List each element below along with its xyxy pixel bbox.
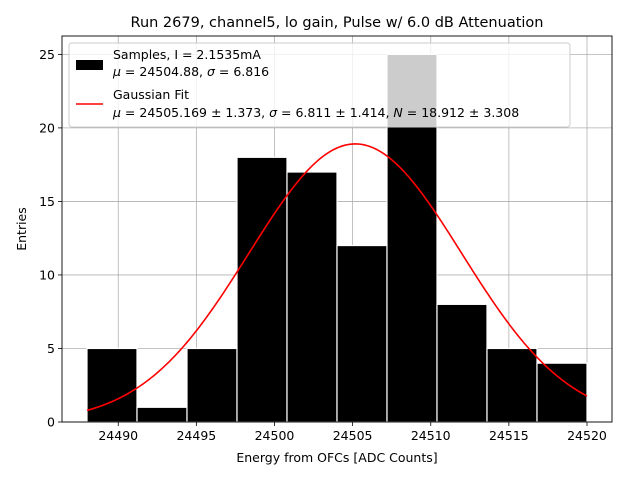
legend-samples-mu-value: = 24504.88, bbox=[121, 64, 207, 79]
y-tick-label: 20 bbox=[39, 120, 55, 135]
y-tick-label: 5 bbox=[47, 341, 55, 356]
histogram-bar bbox=[486, 347, 538, 423]
legend-box bbox=[68, 42, 571, 128]
plot-frame bbox=[61, 35, 613, 423]
y-axis-ticks: 0 5 10 15 20 25 bbox=[39, 47, 62, 430]
legend-samples-line1: Samples, I = 2.1535mA bbox=[113, 47, 261, 62]
legend-samples-line2: μ = 24504.88, σ = 6.816 bbox=[112, 64, 269, 79]
x-tick-label: 24495 bbox=[176, 428, 216, 443]
y-tick-label: 10 bbox=[39, 267, 55, 282]
chart-title: Run 2679, channel5, lo gain, Pulse w/ 6.… bbox=[131, 15, 544, 31]
histogram-bar bbox=[86, 347, 138, 423]
x-tick-label: 24490 bbox=[98, 428, 138, 443]
y-tick-label: 25 bbox=[39, 47, 55, 62]
histogram-bar bbox=[286, 171, 338, 423]
legend-fit-sigma: σ bbox=[269, 105, 278, 120]
histogram-bar bbox=[536, 362, 588, 423]
y-axis-label: Entries bbox=[14, 207, 29, 251]
x-tick-label: 24505 bbox=[333, 428, 373, 443]
x-tick-label: 24515 bbox=[489, 428, 529, 443]
legend: Samples, I = 2.1535mA μ = 24504.88, σ = … bbox=[68, 42, 571, 128]
x-tick-label: 24520 bbox=[567, 428, 607, 443]
legend-fit-mu: μ bbox=[112, 105, 121, 120]
x-tick-label: 24500 bbox=[255, 428, 295, 443]
y-tick-label: 15 bbox=[39, 194, 55, 209]
legend-samples-mu: μ bbox=[112, 64, 121, 79]
y-tick-label: 0 bbox=[47, 415, 55, 430]
histogram-bar bbox=[136, 406, 188, 423]
legend-samples-swatch bbox=[76, 60, 103, 70]
legend-fit-line1: Gaussian Fit bbox=[113, 87, 189, 102]
legend-fit-N-value: = 18.912 ± 3.308 bbox=[403, 105, 519, 120]
x-axis-label: Energy from OFCs [ADC Counts] bbox=[236, 450, 437, 465]
histogram-bar bbox=[436, 303, 488, 423]
legend-samples-sigma: σ bbox=[207, 64, 216, 79]
histogram-bar bbox=[336, 244, 388, 423]
legend-samples-sigma-value: = 6.816 bbox=[215, 64, 269, 79]
legend-fit-mu-value: = 24505.169 ± 1.373, bbox=[121, 105, 269, 120]
x-axis-ticks: 24490 24495 24500 24505 24510 24515 24520 bbox=[98, 422, 607, 443]
legend-fit-N: N bbox=[393, 105, 403, 120]
histogram-bar bbox=[186, 347, 238, 423]
legend-fit-line2: μ = 24505.169 ± 1.373, σ = 6.811 ± 1.414… bbox=[112, 105, 519, 120]
legend-fit-sigma-value: = 6.811 ± 1.414, bbox=[277, 105, 393, 120]
x-tick-label: 24510 bbox=[411, 428, 451, 443]
histogram-bar bbox=[236, 156, 288, 423]
gaussian-fit-curve bbox=[86, 143, 588, 412]
